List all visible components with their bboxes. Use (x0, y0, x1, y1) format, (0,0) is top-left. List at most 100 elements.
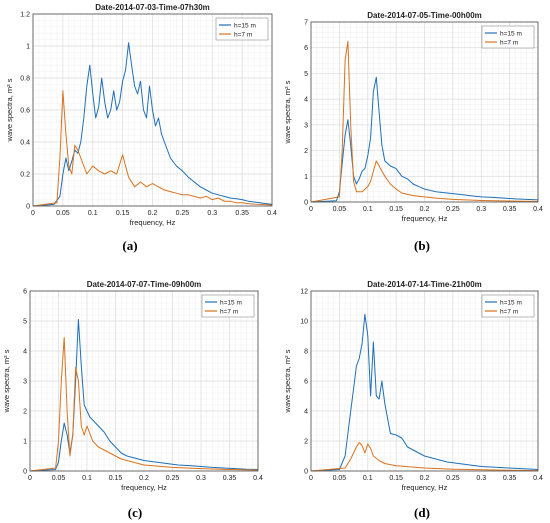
x-tick-label: 0.2 (148, 210, 158, 217)
x-tick-label: 0.05 (56, 210, 70, 217)
x-tick-label: 0.05 (333, 475, 347, 482)
x-tick-label: 0.05 (333, 206, 347, 213)
panel-caption-c: (c) (127, 505, 143, 520)
y-tick-label: 7 (304, 20, 308, 27)
x-tick-label: 0.3 (196, 475, 206, 482)
y-tick-label: 1 (23, 439, 27, 446)
y-tick-label: 1 (26, 44, 30, 51)
legend-label-1: h=15 m (500, 31, 522, 38)
y-tick-label: 10 (300, 319, 308, 326)
y-tick-label: 0.6 (20, 108, 30, 115)
x-tick-label: 0.4 (267, 210, 277, 217)
x-tick-label: 0.3 (476, 475, 486, 482)
y-tick-label: 5 (304, 71, 308, 78)
y-tick-label: 2 (304, 439, 308, 446)
y-axis-label-a: wave spectra, m² s (5, 78, 14, 142)
y-tick-label: 1.2 (20, 12, 30, 19)
x-tick-label: 0.4 (533, 206, 543, 213)
series-line-b-1 (310, 76, 539, 203)
x-tick-label: 0 (309, 206, 313, 213)
series-line-a-2 (32, 90, 273, 207)
chart-d: 0 0.05 0.1 0.15 0.2 0.25 0.3 0.35 0.4 0 2 4 6 8 10 12 Da… (283, 280, 543, 492)
x-tick-label: 0.4 (533, 475, 543, 482)
plot-frame-b (310, 21, 539, 203)
chart-a: 0 0.05 0.1 0.15 0.2 0.25 0.3 0.35 0.4 0 0.2 0.4 0.6 0… (5, 3, 277, 227)
y-tick-label: 0 (23, 469, 27, 476)
y-tick-label: 4 (23, 349, 27, 356)
x-tick-label: 0.05 (52, 475, 66, 482)
y-axis-label-b: wave spectra, m² s (283, 80, 292, 144)
x-tick-label: 0.3 (476, 206, 486, 213)
y-tick-label: 4 (304, 409, 308, 416)
x-axis-label-b: frequency, Hz (402, 214, 448, 223)
x-tick-label: 0.25 (166, 475, 180, 482)
y-tick-label: 0.2 (20, 172, 30, 179)
y-tick-label: 3 (23, 379, 27, 386)
legend-a: h=15 m h=7 m (215, 17, 269, 41)
y-tick-label: 6 (304, 379, 308, 386)
legend-label-2: h=7 m (220, 309, 238, 316)
y-tick-label: 0 (304, 469, 308, 476)
y-tick-label: 8 (304, 349, 308, 356)
legend-d: h=15 m h=7 m (481, 294, 535, 318)
y-axis-label-d: wave spectra, m² s (283, 349, 292, 413)
x-tick-label: 0.1 (363, 475, 373, 482)
y-tick-label: 6 (304, 45, 308, 52)
plot-frame-c (29, 290, 259, 472)
x-tick-label: 0.35 (223, 475, 237, 482)
y-tick-label: 0.4 (20, 140, 30, 147)
x-tick-label: 0.2 (420, 475, 430, 482)
x-tick-label: 0.4 (253, 475, 263, 482)
x-tick-label: 0.15 (116, 210, 130, 217)
x-tick-label: 0.25 (446, 206, 460, 213)
chart-title-a: Date-2014-07-03-Time-07h30m (95, 3, 210, 12)
x-axis-label-c: frequency, Hz (121, 483, 167, 492)
legend-c: h=15 m h=7 m (201, 294, 255, 318)
y-tick-label: 3 (304, 122, 308, 129)
series-line-b-2 (310, 40, 539, 203)
legend-label-1: h=15 m (500, 300, 522, 307)
series-line-d-1 (310, 313, 539, 472)
legend-label-2: h=7 m (234, 32, 252, 39)
x-tick-label: 0.2 (139, 475, 149, 482)
x-tick-label: 0.25 (176, 210, 190, 217)
plot-frame-d (310, 290, 539, 472)
x-tick-label: 0.15 (389, 206, 403, 213)
x-tick-label: 0 (31, 210, 35, 217)
x-tick-label: 0.35 (235, 210, 249, 217)
y-tick-label: 0.8 (20, 76, 30, 83)
panel-caption-d: (d) (414, 505, 430, 520)
y-tick-label: 6 (23, 289, 27, 296)
y-tick-label: 0 (26, 204, 30, 211)
series-line-c-1 (29, 319, 259, 472)
y-tick-label: 12 (300, 289, 308, 296)
y-tick-label: 0 (304, 200, 308, 207)
y-tick-label: 1 (304, 174, 308, 181)
series-line-c-2 (29, 337, 259, 472)
chart-title-c: Date-2014-07-07-Time-09h00m (87, 280, 202, 289)
chart-c: 0 0.05 0.1 0.15 0.2 0.25 0.3 0.35 0.4 0 1 2 3 4 5 6 Date… (2, 280, 263, 492)
x-tick-label: 0.3 (207, 210, 217, 217)
x-tick-label: 0 (309, 475, 313, 482)
x-tick-label: 0.1 (88, 210, 98, 217)
x-tick-label: 0.15 (389, 475, 403, 482)
series-line-a-1 (32, 42, 273, 207)
legend-label-1: h=15 m (234, 23, 256, 30)
panel-caption-b: (b) (414, 238, 430, 253)
x-tick-label: 0.2 (420, 206, 430, 213)
x-tick-label: 0.1 (82, 475, 92, 482)
x-tick-label: 0.15 (109, 475, 123, 482)
x-axis-label-d: frequency, Hz (402, 483, 448, 492)
x-tick-label: 0.35 (503, 475, 517, 482)
panel-caption-a: (a) (122, 238, 138, 253)
series-line-d-2 (310, 442, 539, 472)
plot-frame-a (32, 13, 273, 207)
x-tick-label: 0.25 (446, 475, 460, 482)
y-tick-label: 4 (304, 97, 308, 104)
legend-label-2: h=7 m (500, 40, 518, 47)
chart-title-d: Date-2014-07-14-Time-21h00m (367, 280, 482, 289)
legend-b: h=15 m h=7 m (481, 25, 535, 49)
chart-b: 0 0.05 0.1 0.15 0.2 0.25 0.3 0.35 0.4 0 1 2 3 4 5 6 7 Dat… (283, 11, 543, 223)
x-tick-label: 0.1 (363, 206, 373, 213)
